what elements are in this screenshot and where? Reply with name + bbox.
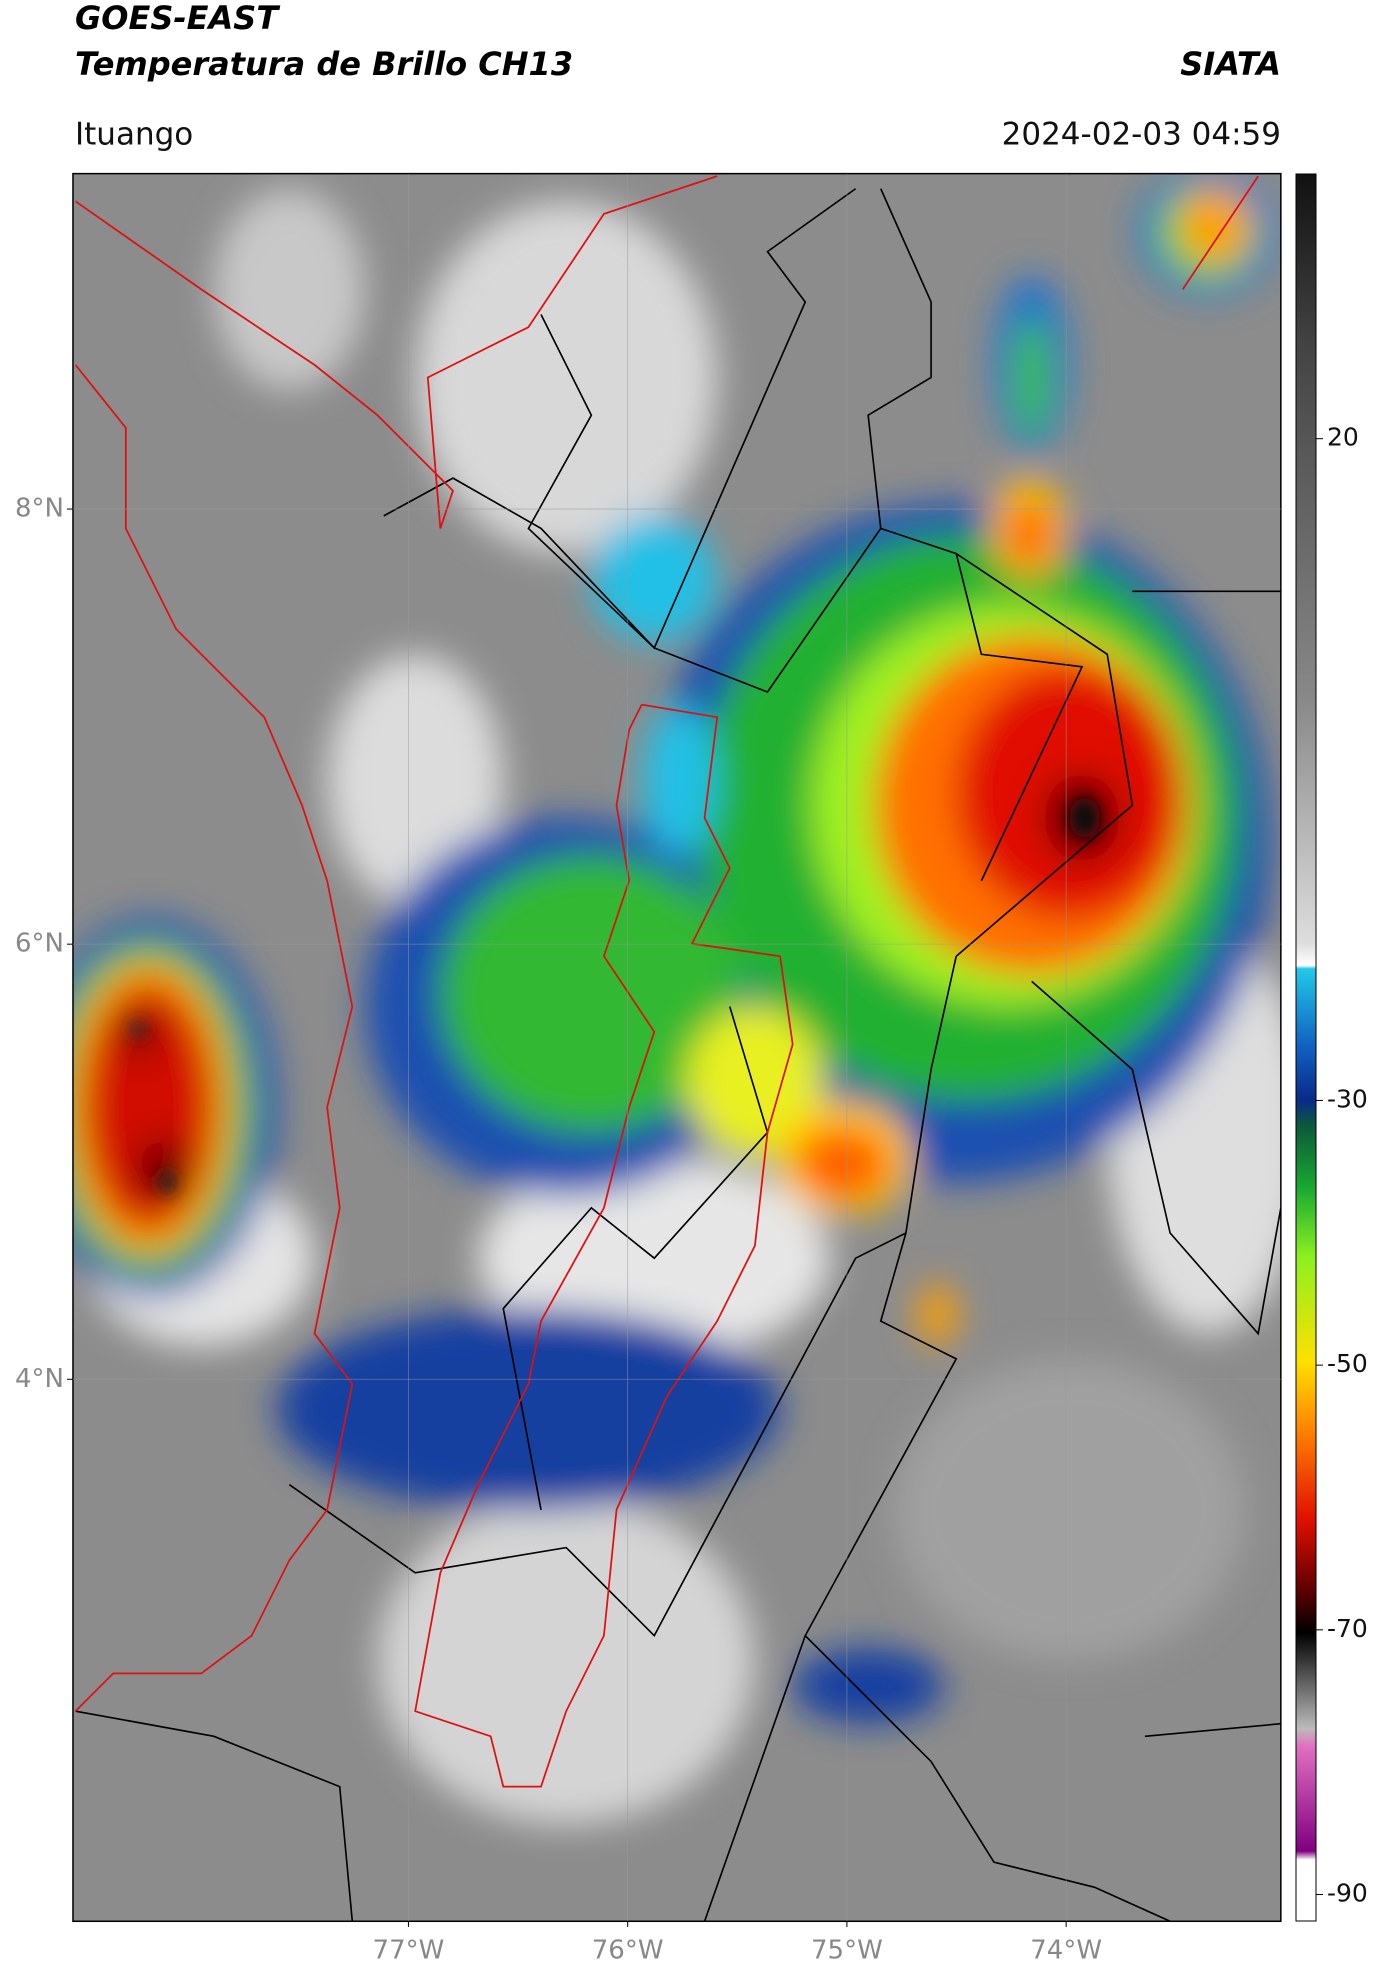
x-tick-label: 75°W	[811, 1936, 883, 1966]
satellite-image	[72, 172, 1282, 1923]
subtitle: Temperatura de Brillo CH13	[75, 45, 573, 83]
x-tick-label: 76°W	[592, 1936, 664, 1966]
location: Ituango	[75, 117, 193, 153]
x-tick-label: 77°W	[373, 1936, 445, 1966]
title: GOES-EAST	[75, 0, 280, 37]
colorbar-tick-label: -50	[1327, 1349, 1368, 1378]
colorbar-tick-label: 20	[1327, 423, 1359, 452]
colorbar	[1295, 173, 1317, 1922]
colorbar-tick-label: -70	[1327, 1614, 1368, 1643]
y-tick-label: 6°N	[15, 929, 64, 959]
colorbar-tick-label: -90	[1327, 1879, 1368, 1908]
datetime: 2024-02-03 04:59	[1002, 117, 1281, 153]
agency: SIATA	[1180, 45, 1281, 83]
y-tick-label: 8°N	[15, 494, 64, 524]
x-tick-label: 74°W	[1030, 1936, 1102, 1966]
colorbar-tick-label: -30	[1327, 1084, 1368, 1113]
y-tick-label: 4°N	[15, 1364, 64, 1394]
